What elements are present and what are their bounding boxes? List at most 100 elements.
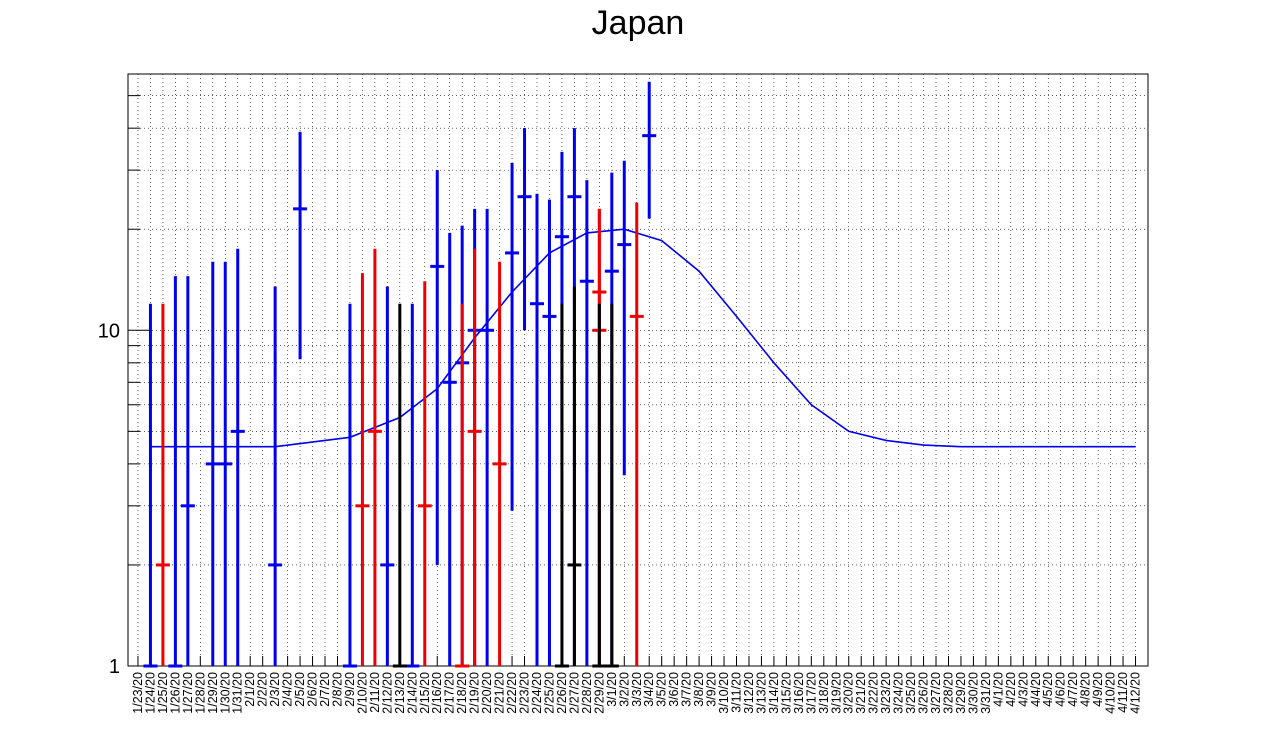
blue-data-point — [293, 131, 308, 360]
x-tick-label: 2/29/20 — [592, 672, 606, 714]
x-tick-label: 2/18/20 — [455, 672, 469, 714]
x-tick-label: 2/19/20 — [468, 672, 482, 714]
red-data-point — [367, 248, 382, 666]
x-tick-label: 2/28/20 — [580, 672, 594, 714]
x-tick-label: 3/30/20 — [966, 672, 980, 714]
x-tick-label: 3/5/20 — [655, 672, 669, 707]
chart-title: Japan — [591, 4, 685, 42]
x-tick-label: 2/17/20 — [443, 672, 457, 714]
blue-data-point — [642, 81, 657, 219]
x-tick-label: 4/12/20 — [1129, 672, 1143, 714]
x-tick-label: 3/26/20 — [917, 672, 931, 714]
blue-data-point — [380, 286, 395, 666]
x-tick-label: 3/22/20 — [867, 672, 881, 714]
blue-data-point — [143, 303, 158, 668]
blue-data-point — [617, 160, 632, 476]
x-tick-label: 4/5/20 — [1041, 672, 1055, 707]
x-tick-label: 4/6/20 — [1054, 672, 1068, 707]
x-tick-label: 2/12/20 — [380, 672, 394, 714]
x-tick-label: 3/29/20 — [954, 672, 968, 714]
x-tick-label: 2/7/20 — [318, 672, 332, 707]
x-tick-label: 3/16/20 — [792, 672, 806, 714]
red-data-point — [355, 273, 370, 666]
blue-data-point — [579, 180, 594, 666]
x-tick-label: 3/17/20 — [804, 672, 818, 714]
x-tick-label: 4/1/20 — [991, 672, 1005, 707]
x-tick-label: 3/23/20 — [879, 672, 893, 714]
x-tick-label: 4/8/20 — [1079, 672, 1093, 707]
x-tick-label: 3/15/20 — [779, 672, 793, 714]
blue-data-point — [342, 303, 357, 668]
blue-data-point — [268, 286, 283, 666]
black-data-point — [592, 303, 607, 668]
blue-data-point — [230, 248, 245, 666]
x-tick-label: 3/1/20 — [605, 672, 619, 707]
x-tick-label: 2/9/20 — [343, 672, 357, 707]
x-tick-label: 1/29/20 — [206, 672, 220, 714]
x-tick-label: 1/25/20 — [156, 672, 170, 714]
x-tick-label: 4/9/20 — [1091, 672, 1105, 707]
x-tick-label: 1/23/20 — [131, 672, 145, 714]
x-tick-label: 3/4/20 — [642, 672, 656, 707]
x-tick-label: 3/19/20 — [829, 672, 843, 714]
red-data-point — [492, 261, 507, 666]
blue-data-point — [480, 208, 495, 666]
blue-data-point — [529, 193, 544, 666]
y-tick-label: 1 — [109, 656, 120, 678]
x-tick-label: 3/9/20 — [705, 672, 719, 707]
x-tick-label: 3/31/20 — [979, 672, 993, 714]
x-tick-label: 2/23/20 — [518, 672, 532, 714]
x-tick-label: 3/13/20 — [754, 672, 768, 714]
blue-data-point — [505, 163, 520, 511]
x-tick-label: 2/11/20 — [368, 672, 382, 713]
blue-data-point — [405, 303, 420, 668]
x-tick-label: 3/7/20 — [680, 672, 694, 707]
x-tick-label: 1/26/20 — [168, 672, 182, 714]
x-tick-label: 2/6/20 — [306, 672, 320, 707]
black-data-point — [604, 303, 619, 668]
x-tick-label: 1/31/20 — [231, 672, 245, 714]
blue-data-point — [180, 276, 195, 666]
blue-data-point — [218, 261, 233, 666]
red-data-point — [417, 281, 432, 666]
x-tick-label: 4/3/20 — [1016, 672, 1030, 707]
x-tick-label: 1/24/20 — [143, 672, 157, 714]
x-tick-label: 2/4/20 — [281, 672, 295, 707]
x-tick-label: 3/20/20 — [842, 672, 856, 714]
x-tick-label: 4/10/20 — [1104, 672, 1118, 714]
blue-data-point — [517, 128, 532, 331]
x-tick-label: 3/3/20 — [630, 672, 644, 707]
x-tick-label: 2/21/20 — [493, 672, 507, 714]
blue-data-point — [205, 261, 220, 666]
x-tick-label: 2/2/20 — [256, 672, 270, 707]
fit-curve-layer — [150, 228, 1136, 448]
x-tick-label: 4/4/20 — [1029, 672, 1043, 707]
x-tick-label: 4/11/20 — [1116, 672, 1130, 713]
x-tick-label: 4/2/20 — [1004, 672, 1018, 707]
x-tick-label: 1/27/20 — [181, 672, 195, 714]
x-tick-label: 2/27/20 — [567, 672, 581, 714]
x-tick-label: 3/12/20 — [742, 672, 756, 714]
blue-data-point — [430, 170, 445, 565]
x-tick-label: 2/8/20 — [330, 672, 344, 707]
x-tick-label: 2/26/20 — [555, 672, 569, 714]
red-data-point — [155, 303, 170, 666]
x-tick-label: 2/14/20 — [405, 672, 419, 714]
y-tick-label: 10 — [98, 320, 120, 342]
x-tick-label: 1/30/20 — [218, 672, 232, 714]
black-data-point — [554, 303, 569, 668]
x-tick-label: 2/20/20 — [480, 672, 494, 714]
x-tick-label: 3/11/20 — [730, 672, 744, 713]
x-tick-label: 2/13/20 — [393, 672, 407, 714]
x-tick-label: 3/10/20 — [717, 672, 731, 714]
x-tick-label: 3/28/20 — [941, 672, 955, 714]
x-tick-label: 2/15/20 — [418, 672, 432, 714]
red-data-point — [467, 248, 482, 666]
x-tick-label: 3/21/20 — [854, 672, 868, 714]
x-tick-label: 2/25/20 — [542, 672, 556, 714]
red-data-point — [455, 303, 470, 668]
x-tick-label: 2/24/20 — [530, 672, 544, 714]
x-tick-label: 3/27/20 — [929, 672, 943, 714]
x-tick-label: 2/16/20 — [430, 672, 444, 714]
